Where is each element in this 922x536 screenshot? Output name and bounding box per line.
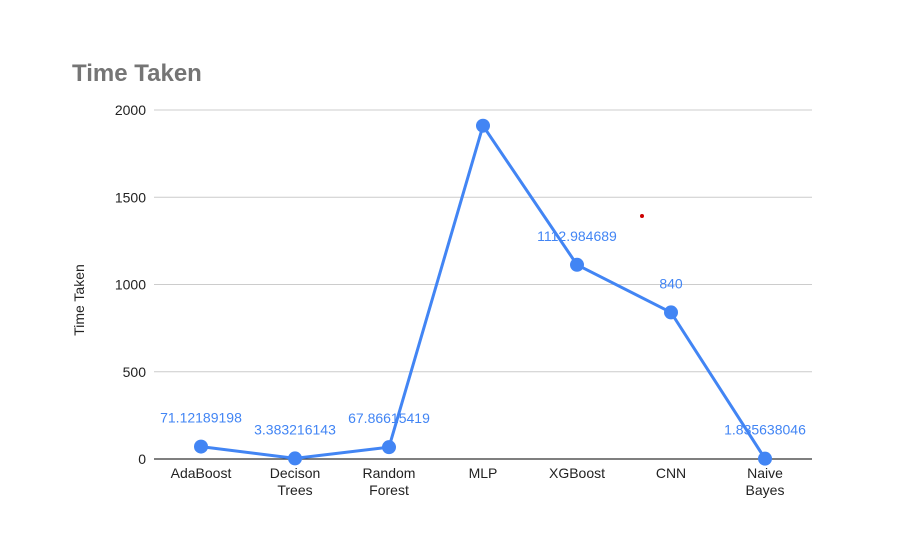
data-label: 3.383216143 (254, 421, 336, 437)
y-tick-label: 1000 (115, 277, 146, 293)
x-tick-label: Decison Trees (270, 465, 321, 498)
data-label: 1.835638046 (724, 422, 806, 438)
data-point (288, 451, 302, 466)
data-point (382, 440, 396, 455)
chart-title: Time Taken (72, 60, 202, 87)
data-point (758, 451, 772, 466)
x-axis-ticks: AdaBoost Decison Trees Random Forest MLP XGBoo… (171, 465, 785, 498)
data-label: 1112.984689 (537, 228, 617, 244)
y-axis-ticks: 0 500 1000 1500 2000 (115, 102, 146, 467)
y-axis-label: Time Taken (71, 264, 87, 336)
data-point (570, 257, 584, 272)
y-tick-label: 500 (123, 364, 147, 380)
x-tick-label: MLP (469, 465, 498, 481)
stray-dot-marker (640, 214, 644, 218)
x-tick-label: CNN (656, 465, 686, 481)
data-label: 840 (659, 275, 683, 291)
x-tick-label: Random Forest (363, 465, 416, 498)
data-label: 71.12189198 (160, 410, 242, 426)
y-tick-label: 0 (138, 451, 146, 467)
x-tick-label: AdaBoost (171, 465, 232, 481)
x-tick-label: Naive Bayes (746, 465, 785, 498)
data-point (476, 118, 490, 133)
y-tick-label: 1500 (115, 189, 146, 205)
gridlines (154, 109, 812, 460)
series-line-group (194, 118, 772, 466)
data-point (194, 439, 208, 454)
data-point (664, 305, 678, 320)
series-line (200, 124, 767, 460)
data-label: 67.86615419 (348, 410, 430, 426)
data-labels: 71.12189198 3.383216143 67.86615419 1112.98… (160, 228, 806, 438)
x-tick-label: XGBoost (549, 465, 605, 481)
y-tick-label: 2000 (115, 102, 146, 118)
